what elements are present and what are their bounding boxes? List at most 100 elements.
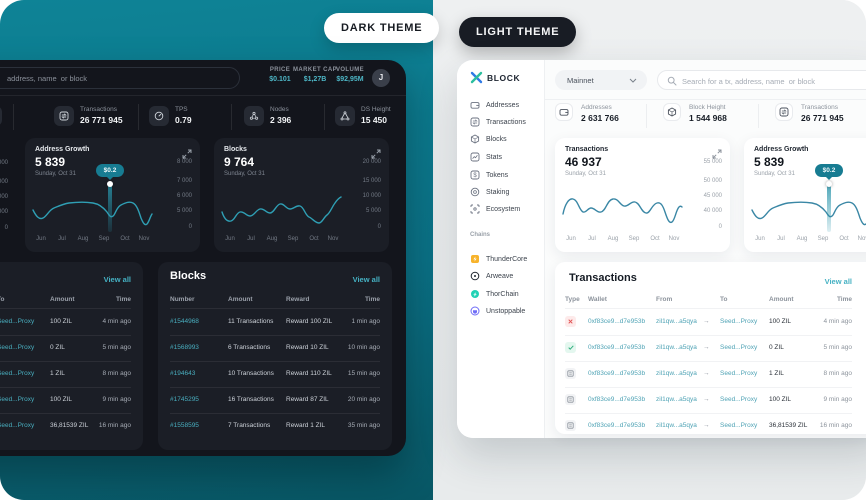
y-tick: 0 — [377, 224, 381, 230]
to-link[interactable]: Seed...Proxy — [0, 422, 35, 429]
view-all-link[interactable]: View all — [103, 275, 131, 284]
sidebar-item-addresses[interactable]: Addresses — [470, 99, 519, 111]
from-link[interactable]: zil1qw...a5qya — [656, 422, 697, 429]
stat-label: Addresses — [581, 104, 612, 111]
wallet-link[interactable]: 0xf83ce9...d7e953b — [588, 318, 646, 325]
block-number-link[interactable]: #194643 — [170, 370, 196, 377]
block-number-link[interactable]: #1544968 — [170, 318, 199, 325]
sidebar-item-label: Transactions — [486, 118, 526, 126]
price-value: $0.101 — [269, 76, 291, 83]
transactions-chart-card: Transactions 46 937 Sunday, Oct 31 55 00… — [555, 138, 730, 252]
divider — [170, 308, 380, 309]
sidebar-item-thundercore[interactable]: ThunderCore — [470, 253, 527, 265]
sidebar-item-tokens[interactable]: $ Tokens — [470, 169, 508, 181]
light-search-input[interactable] — [658, 72, 866, 91]
light-theme-badge[interactable]: LIGHT THEME — [459, 17, 577, 47]
sidebar-item-arweave[interactable]: Arweave — [470, 270, 513, 282]
view-all-link[interactable]: View all — [352, 275, 380, 284]
y-tick: 0 — [718, 224, 722, 230]
x-tick: Oct — [120, 236, 130, 242]
stats-icon — [470, 152, 480, 162]
light-search-box[interactable] — [657, 70, 866, 91]
sidebar-item-blocks[interactable]: Blocks — [470, 133, 507, 145]
sidebar-item-staking[interactable]: Staking — [470, 186, 509, 198]
view-all-link[interactable]: View all — [824, 277, 852, 286]
x-tick: Nov — [668, 236, 680, 242]
thorchain-icon — [471, 290, 479, 298]
time-cell: 35 min ago — [347, 422, 380, 429]
expand-icon[interactable] — [712, 146, 722, 159]
wallet-link[interactable]: 0xf83ce9...d7e953b — [588, 370, 646, 377]
to-link[interactable]: Seed...Proxy — [0, 344, 35, 351]
x-tick: Jun — [566, 236, 576, 242]
to-link[interactable]: Seed...Proxy — [720, 422, 758, 429]
x-tick: Aug — [77, 236, 89, 242]
expand-icon[interactable] — [182, 146, 192, 159]
y-tick: 7 000 — [176, 178, 192, 184]
dark-search-box[interactable] — [0, 67, 240, 89]
column-header-amount: Amount — [769, 296, 794, 303]
sidebar-item-thorchain[interactable]: ThorChain — [470, 288, 519, 300]
from-link[interactable]: zil1qw...a5qya — [656, 318, 697, 325]
market-cap-label: MARKET CAP — [293, 67, 337, 73]
amount-cell: 16 Transactions — [228, 396, 274, 403]
price-label: PRICE — [269, 67, 291, 73]
sidebar-item-ecosystem[interactable]: Ecosystem — [470, 203, 520, 215]
block-icon — [470, 134, 480, 144]
to-link[interactable]: Seed...Proxy — [720, 370, 758, 377]
chart-value: 46 937 — [565, 155, 602, 169]
network-select[interactable]: Mainnet — [555, 70, 647, 90]
to-link[interactable]: Seed...Proxy — [720, 396, 758, 403]
line-chart — [751, 201, 866, 226]
time-cell: 16 min ago — [98, 422, 131, 429]
wallet-link[interactable]: 0xf83ce9...d7e953b — [588, 344, 646, 351]
to-link[interactable]: Seed...Proxy — [720, 318, 758, 325]
divider — [138, 104, 139, 130]
time-cell: 10 min ago — [347, 344, 380, 351]
to-link[interactable]: Seed...Proxy — [0, 370, 35, 377]
sidebar-item-unstoppable[interactable]: Unstoppable — [470, 305, 525, 317]
sidebar-item-label: Tokens — [486, 171, 509, 179]
wallet-link[interactable]: 0xf83ce9...d7e953b — [588, 422, 646, 429]
svg-text:$: $ — [473, 173, 477, 179]
dark-transactions-table: View all To Amount Time Seed...Proxy 100… — [0, 262, 143, 450]
dark-search-input[interactable] — [0, 68, 239, 89]
expand-icon[interactable] — [371, 146, 381, 159]
line-chart — [562, 198, 683, 224]
dark-theme-badge[interactable]: DARK THEME — [324, 13, 440, 43]
from-link[interactable]: zil1qw...a5qya — [656, 344, 697, 351]
ecosystem-icon — [470, 204, 480, 214]
chain-label: ThunderCore — [486, 255, 528, 263]
block-number-link[interactable]: #1568993 — [170, 344, 199, 351]
x-tick: Jul — [247, 236, 255, 242]
from-link[interactable]: zil1qw...a5qya — [656, 370, 697, 377]
avatar[interactable]: J — [372, 69, 390, 87]
to-link[interactable]: Seed...Proxy — [0, 318, 35, 325]
stat-label: DS Height — [361, 106, 391, 113]
block-number-link[interactable]: #1558595 — [170, 422, 199, 429]
tps-icon — [149, 106, 169, 126]
sidebar-item-transactions[interactable]: Transactions — [470, 116, 526, 128]
to-link[interactable]: Seed...Proxy — [0, 396, 35, 403]
to-link[interactable]: Seed...Proxy — [720, 344, 758, 351]
block-number-link[interactable]: #1745295 — [170, 396, 199, 403]
wallet-link[interactable]: 0xf83ce9...d7e953b — [588, 396, 646, 403]
app-logo[interactable]: BLOCK — [470, 71, 520, 84]
time-cell: 16 min ago — [819, 422, 852, 429]
x-tick: Sep — [287, 236, 299, 242]
amount-cell: 36,81539 ZIL — [50, 422, 89, 429]
sidebar: BLOCK Addresses Transactions Blocks Stat… — [457, 60, 545, 438]
chart-title: Address Growth — [754, 146, 809, 153]
stat-value: 1 544 968 — [689, 113, 727, 123]
x-tick: Sep — [98, 236, 110, 242]
divider — [646, 104, 647, 128]
clipped-tick: 000 — [0, 209, 8, 215]
sidebar-item-label: Stats — [486, 153, 502, 161]
chart-tooltip: $0.2 — [815, 164, 843, 180]
sidebar-item-stats[interactable]: Stats — [470, 151, 502, 163]
from-link[interactable]: zil1qw...a5qya — [656, 396, 697, 403]
table-title: Blocks — [170, 270, 207, 282]
line-chart — [221, 196, 342, 224]
arrow-right-icon: → — [703, 396, 710, 403]
divider — [565, 413, 852, 414]
